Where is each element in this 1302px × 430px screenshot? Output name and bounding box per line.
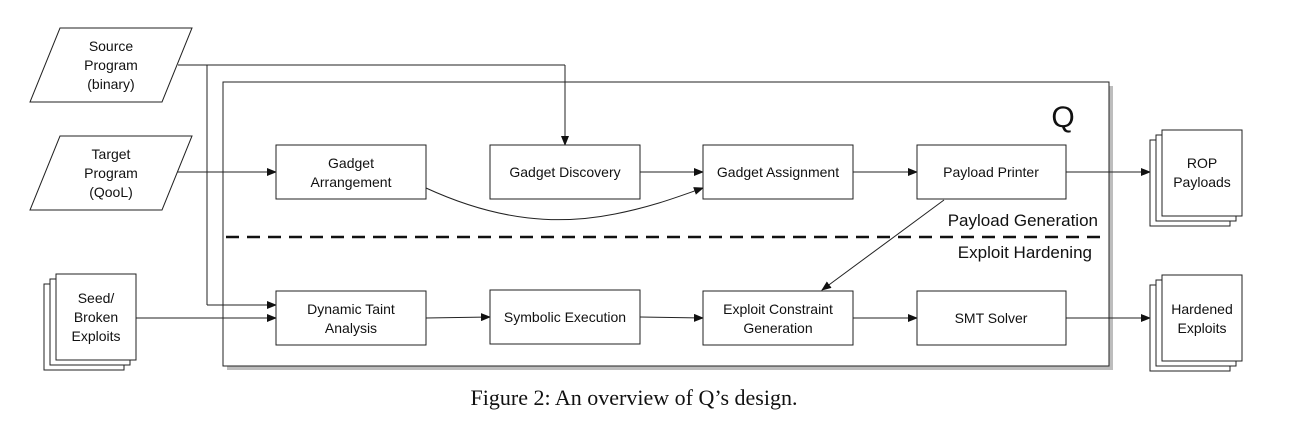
svg-text:Symbolic Execution: Symbolic Execution — [504, 309, 626, 325]
svg-text:Analysis: Analysis — [325, 320, 377, 336]
svg-text:Broken: Broken — [74, 309, 118, 325]
svg-text:(QooL): (QooL) — [89, 184, 133, 200]
svg-text:Exploits: Exploits — [1177, 320, 1226, 336]
svg-text:ROP: ROP — [1187, 155, 1217, 171]
svg-text:Payload Printer: Payload Printer — [943, 164, 1039, 180]
svg-text:Program: Program — [84, 57, 138, 73]
node-exploit-constraint-generation: Exploit Constraint Generation — [702, 290, 854, 346]
svg-text:(binary): (binary) — [87, 76, 134, 92]
section-payload-generation: Payload Generation — [948, 211, 1098, 230]
svg-text:Gadget Discovery: Gadget Discovery — [509, 164, 620, 180]
node-dynamic-taint-analysis: Dynamic Taint Analysis — [275, 290, 427, 346]
node-gadget-arrangement: Gadget Arrangement — [275, 144, 427, 200]
svg-text:Arrangement: Arrangement — [311, 174, 392, 190]
svg-text:Payloads: Payloads — [1173, 174, 1231, 190]
node-payload-printer: Payload Printer — [916, 144, 1067, 200]
svg-text:Generation: Generation — [743, 320, 812, 336]
node-symbolic-execution: Symbolic Execution — [489, 289, 641, 345]
svg-text:Target: Target — [92, 146, 131, 162]
output-rop-payloads: ROP Payloads — [1149, 129, 1243, 227]
svg-text:Gadget: Gadget — [328, 155, 374, 171]
input-target-program: Target Program (QooL) — [29, 135, 193, 211]
svg-text:SMT Solver: SMT Solver — [955, 310, 1028, 326]
connectors — [136, 64, 1151, 322]
node-gadget-discovery: Gadget Discovery — [489, 144, 641, 200]
svg-text:Source: Source — [89, 38, 134, 54]
node-smt-solver: SMT Solver — [916, 290, 1067, 346]
figure-caption: Figure 2: An overview of Q’s design. — [471, 385, 798, 410]
input-seed-exploits: Seed/ Broken Exploits — [43, 273, 137, 371]
svg-text:Dynamic Taint: Dynamic Taint — [307, 301, 395, 317]
node-gadget-assignment: Gadget Assignment — [702, 144, 854, 200]
svg-text:Exploit Constraint: Exploit Constraint — [723, 301, 833, 317]
svg-text:Program: Program — [84, 165, 138, 181]
svg-text:Seed/: Seed/ — [78, 290, 115, 306]
svg-text:Gadget Assignment: Gadget Assignment — [717, 164, 839, 180]
section-exploit-hardening: Exploit Hardening — [958, 243, 1092, 262]
input-source-program: Source Program (binary) — [29, 27, 193, 103]
svg-text:Exploits: Exploits — [71, 328, 120, 344]
svg-text:Hardened: Hardened — [1171, 301, 1233, 317]
output-hardened-exploits: Hardened Exploits — [1149, 274, 1243, 372]
system-label: Q — [1051, 101, 1074, 134]
